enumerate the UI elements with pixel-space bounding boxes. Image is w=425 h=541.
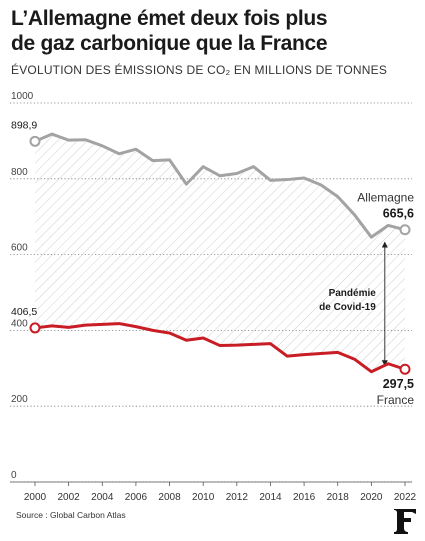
x-tick-label: 2018 — [327, 492, 350, 503]
annotation-label-line-2: de Covid-19 — [319, 302, 376, 313]
france-line — [33, 322, 407, 374]
chart-subtitle: ÉVOLUTION DES ÉMISSIONS DE CO₂ EN MILLIO… — [11, 63, 388, 77]
germany-start-point — [29, 135, 41, 147]
x-tick-label: 2008 — [158, 492, 181, 503]
x-tick-label: 2002 — [58, 492, 81, 503]
germany-series-name: Allemagne — [357, 191, 414, 205]
france-start-point — [29, 322, 41, 334]
x-tick-label: 2000 — [24, 492, 47, 503]
germany-line — [33, 132, 407, 239]
annotation-label-line-1: Pandémie — [329, 288, 377, 299]
x-tick-label: 2020 — [360, 492, 383, 503]
gap-hatched-area — [35, 134, 405, 372]
france-end-label: 297,5 — [383, 377, 414, 391]
x-tick-label: 2012 — [226, 492, 249, 503]
x-tick-label: 2016 — [293, 492, 316, 503]
x-tick-label: 2014 — [259, 492, 282, 503]
chart-title: L’Allemagne émet deux fois plus de gaz c… — [11, 6, 416, 56]
x-tick-label: 2006 — [125, 492, 148, 503]
source-note: Source : Global Carbon Atlas — [16, 510, 126, 520]
germany-end-point — [399, 224, 411, 236]
y-tick-label: 0 — [11, 470, 17, 481]
annotation-arrow-down — [381, 360, 388, 367]
x-tick-label: 2022 — [394, 492, 417, 503]
y-tick-label: 800 — [11, 167, 28, 178]
x-tick-label: 2004 — [91, 492, 114, 503]
france-series-name: France — [377, 393, 415, 407]
y-tick-label: 400 — [11, 318, 28, 329]
y-tick-label: 1000 — [11, 91, 34, 102]
annotation-arrow-up — [381, 241, 388, 248]
covid-annotation: Pandémie de Covid-19 — [319, 241, 388, 367]
title-line-1: L’Allemagne émet deux fois plus — [11, 7, 328, 30]
y-tick-label: 600 — [11, 243, 28, 254]
germany-start-label: 898,9 — [11, 119, 37, 131]
series-lines — [29, 132, 411, 375]
data-labels: 898,9 406,5 Allemagne 665,6 297,5 France — [11, 119, 414, 407]
x-tick-label: 2010 — [192, 492, 215, 503]
france-end-point — [399, 363, 411, 375]
france-start-label: 406,5 — [11, 306, 37, 318]
le-figaro-f-logo-icon — [394, 509, 416, 534]
title-line-2: de gaz carbonique que la France — [11, 32, 328, 55]
germany-end-label: 665,6 — [383, 207, 414, 221]
x-axis: 2000 2002 2004 2006 2008 2010 2012 2014 2016 2018… — [10, 481, 417, 503]
y-tick-label: 200 — [11, 394, 28, 405]
